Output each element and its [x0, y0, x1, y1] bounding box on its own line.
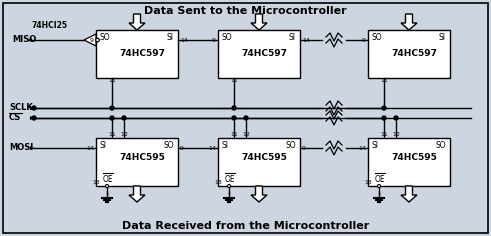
Text: OE: OE — [225, 174, 236, 184]
Text: 12: 12 — [242, 132, 250, 138]
Circle shape — [122, 116, 126, 120]
Text: 11: 11 — [380, 132, 388, 138]
Text: SO: SO — [436, 142, 446, 151]
Text: SI: SI — [100, 142, 107, 151]
Circle shape — [394, 116, 398, 120]
Text: 9: 9 — [90, 38, 94, 42]
Text: Data Received from the Microcontroller: Data Received from the Microcontroller — [122, 221, 369, 231]
Text: 11: 11 — [230, 132, 238, 138]
Text: 14: 14 — [302, 38, 310, 42]
Polygon shape — [30, 106, 34, 110]
Polygon shape — [129, 186, 145, 202]
Circle shape — [106, 185, 109, 187]
Bar — [96, 30, 178, 78]
Circle shape — [244, 116, 248, 120]
Text: SO: SO — [222, 34, 233, 42]
Circle shape — [32, 106, 36, 110]
Text: SO: SO — [372, 34, 382, 42]
Polygon shape — [251, 186, 267, 202]
Circle shape — [110, 106, 114, 110]
Text: 11: 11 — [108, 79, 116, 84]
Text: 14: 14 — [86, 146, 94, 151]
Text: 74HC595: 74HC595 — [119, 152, 165, 161]
Polygon shape — [251, 14, 267, 30]
Text: CS: CS — [9, 114, 21, 122]
Polygon shape — [401, 186, 417, 202]
Text: 14: 14 — [180, 38, 188, 42]
Circle shape — [232, 116, 236, 120]
Circle shape — [378, 185, 381, 187]
Circle shape — [32, 116, 36, 120]
Text: 74HC597: 74HC597 — [119, 50, 165, 59]
Text: 9: 9 — [302, 146, 306, 151]
Circle shape — [382, 116, 386, 120]
Text: 13: 13 — [364, 180, 372, 185]
Text: 74HC595: 74HC595 — [391, 152, 437, 161]
Text: 74HC597: 74HC597 — [391, 50, 437, 59]
Text: SI: SI — [167, 34, 174, 42]
Text: SCLK: SCLK — [9, 104, 33, 113]
Text: 11: 11 — [230, 79, 238, 84]
Text: MOSI: MOSI — [9, 143, 33, 152]
Text: 12: 12 — [392, 132, 400, 138]
Text: OE: OE — [375, 174, 385, 184]
Text: 9: 9 — [212, 38, 216, 42]
Text: OE: OE — [103, 174, 113, 184]
Text: 11: 11 — [108, 132, 116, 138]
Text: SO: SO — [164, 142, 174, 151]
Circle shape — [232, 106, 236, 110]
Text: 13: 13 — [92, 180, 100, 185]
Bar — [96, 138, 178, 186]
Bar — [218, 30, 300, 78]
Text: 11: 11 — [380, 79, 388, 84]
Text: 9: 9 — [180, 146, 184, 151]
Text: 14: 14 — [358, 146, 366, 151]
Text: 9: 9 — [362, 38, 366, 42]
Text: SI: SI — [289, 34, 296, 42]
Text: SI: SI — [439, 34, 446, 42]
Circle shape — [96, 38, 99, 42]
Text: SO: SO — [285, 142, 296, 151]
Text: 74HC595: 74HC595 — [241, 152, 287, 161]
Bar — [368, 30, 450, 78]
Polygon shape — [30, 116, 34, 120]
Circle shape — [110, 116, 114, 120]
Text: 14: 14 — [208, 146, 216, 151]
Polygon shape — [401, 14, 417, 30]
Text: Data Sent to the Microcontroller: Data Sent to the Microcontroller — [144, 6, 347, 16]
Text: 13: 13 — [214, 180, 222, 185]
Text: SI: SI — [222, 142, 229, 151]
Bar — [218, 138, 300, 186]
Text: 74HC597: 74HC597 — [241, 50, 287, 59]
Bar — [368, 138, 450, 186]
Polygon shape — [30, 146, 34, 150]
Text: 12: 12 — [120, 132, 128, 138]
Text: 74HCI25: 74HCI25 — [32, 21, 68, 30]
Text: SO: SO — [100, 34, 110, 42]
Polygon shape — [129, 14, 145, 30]
Polygon shape — [84, 34, 96, 46]
Polygon shape — [28, 38, 32, 42]
Circle shape — [382, 106, 386, 110]
Circle shape — [227, 185, 230, 187]
Text: SI: SI — [372, 142, 379, 151]
Text: MISO: MISO — [12, 35, 36, 45]
